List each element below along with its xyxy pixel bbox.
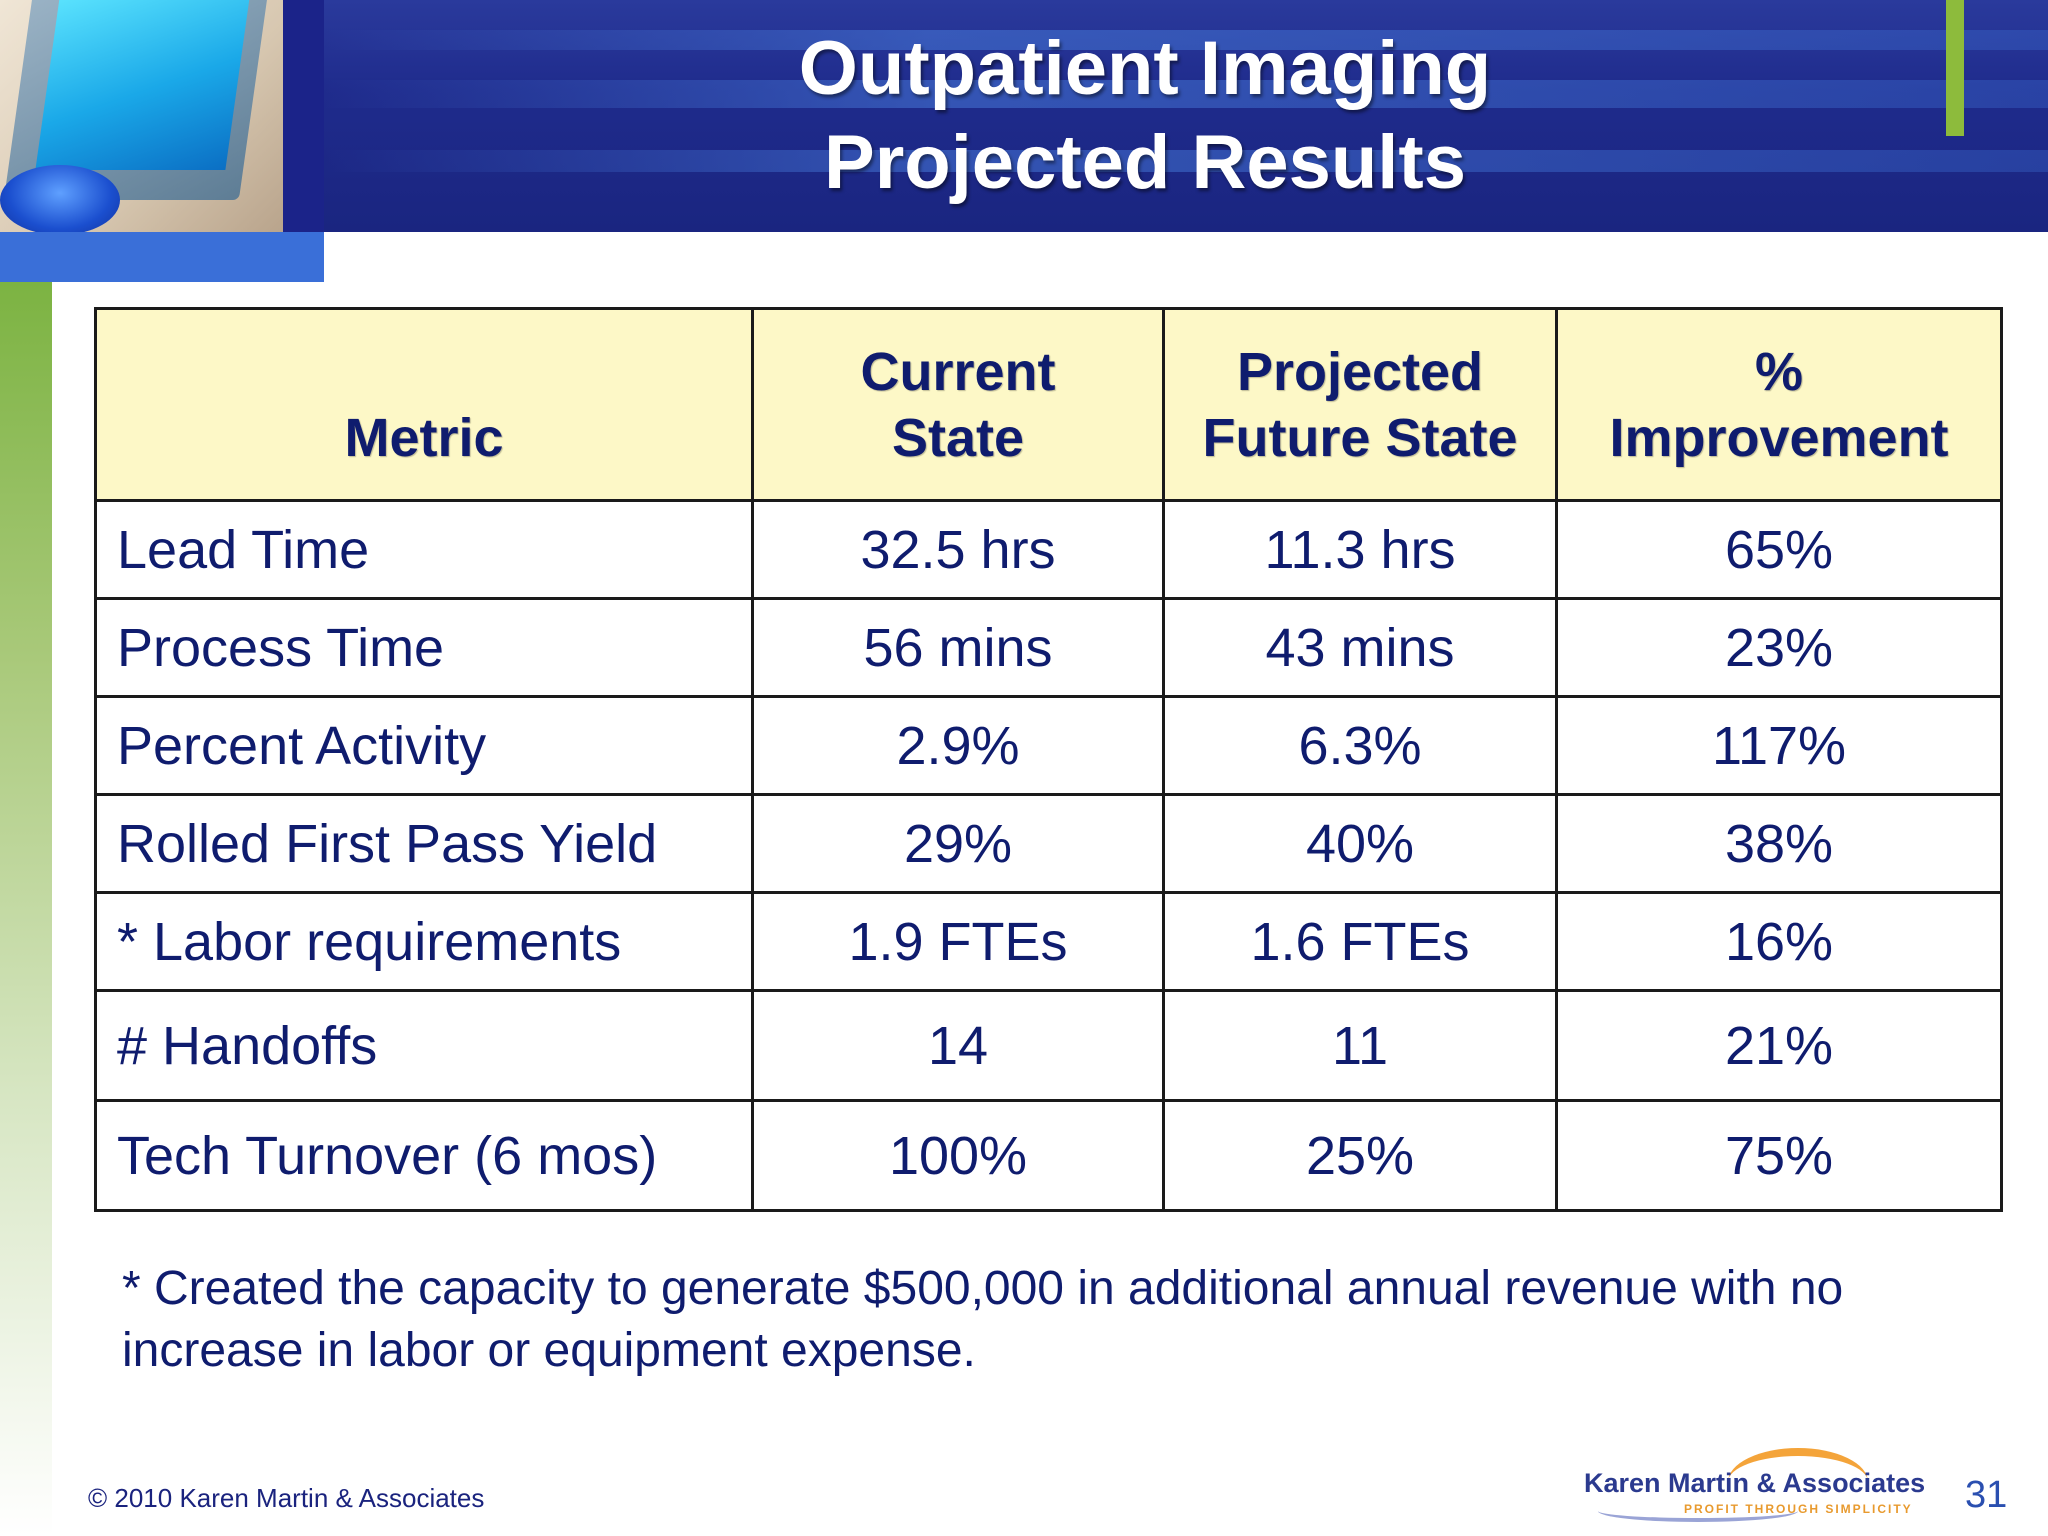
projected-cell: 40% <box>1162 793 1558 894</box>
projected-cell: 11.3 hrs <box>1162 499 1558 600</box>
copyright-notice: © 2010 Karen Martin & Associates <box>88 1483 485 1513</box>
table-row: Tech Turnover (6 mos) 100% 25% 75% <box>94 1099 2003 1212</box>
improvement-cell: 21% <box>1555 989 2003 1102</box>
current-cell: 56 mins <box>751 597 1165 698</box>
projected-cell: 11 <box>1162 989 1558 1102</box>
improvement-cell: 117% <box>1555 695 2003 796</box>
title-line-2: Projected Results <box>824 120 1466 205</box>
page-number: 31 <box>1965 1474 2008 1516</box>
logo-swoosh <box>1598 1500 1798 1522</box>
header-band <box>324 0 2048 232</box>
table-header-row: Metric Current State Projected Future Stat… <box>94 307 2003 502</box>
header-current-state: Current State <box>751 307 1165 502</box>
logo-name: Karen Martin & Associates <box>1584 1468 1926 1498</box>
results-table: Metric Current State Projected Future Stat… <box>94 307 2003 1212</box>
header-stripe <box>324 80 2048 108</box>
improvement-cell: 16% <box>1555 891 2003 992</box>
header-under-bar <box>0 232 324 282</box>
left-gradient-bar <box>0 282 52 1536</box>
monitor-image <box>0 0 283 232</box>
logo-tagline: PROFIT THROUGH SIMPLICITY <box>1684 1502 1913 1516</box>
logo-arc <box>1728 1448 1868 1516</box>
table-row: * Labor requirements 1.9 FTEs 1.6 FTEs 1… <box>94 891 2003 992</box>
company-logo: Karen Martin & Associates PROFIT THROUGH… <box>1578 1440 1925 1522</box>
monitor-base <box>0 165 120 232</box>
header-stripe <box>324 150 2048 172</box>
metric-cell: Lead Time <box>94 499 754 600</box>
table-row: Percent Activity 2.9% 6.3% 117% <box>94 695 2003 796</box>
table-row: Rolled First Pass Yield 29% 40% 38% <box>94 793 2003 894</box>
improvement-cell: 38% <box>1555 793 2003 894</box>
header-improvement: % Improvement <box>1555 307 2003 502</box>
header-stripe <box>324 30 2048 50</box>
accent-bar <box>1946 0 1964 136</box>
title-line-1: Outpatient Imaging <box>798 26 1492 111</box>
current-cell: 32.5 hrs <box>751 499 1165 600</box>
current-cell: 14 <box>751 989 1165 1102</box>
table-row: Process Time 56 mins 43 mins 23% <box>94 597 2003 698</box>
projected-cell: 25% <box>1162 1099 1558 1212</box>
slide-title: Outpatient Imaging Projected Results <box>520 22 1770 210</box>
header-left-bar <box>283 0 324 232</box>
improvement-cell: 65% <box>1555 499 2003 600</box>
metric-cell: Percent Activity <box>94 695 754 796</box>
header-projected-state: Projected Future State <box>1162 307 1558 502</box>
improvement-cell: 75% <box>1555 1099 2003 1212</box>
table-row: # Handoffs 14 11 21% <box>94 989 2003 1102</box>
table-row: Lead Time 32.5 hrs 11.3 hrs 65% <box>94 499 2003 600</box>
monitor-screen <box>35 0 251 170</box>
current-cell: 100% <box>751 1099 1165 1212</box>
footnote: * Created the capacity to generate $500,… <box>122 1262 1844 1377</box>
metric-cell: Process Time <box>94 597 754 698</box>
header-metric: Metric <box>94 307 754 502</box>
improvement-cell: 23% <box>1555 597 2003 698</box>
projected-cell: 1.6 FTEs <box>1162 891 1558 992</box>
metric-cell: # Handoffs <box>94 989 754 1102</box>
current-cell: 29% <box>751 793 1165 894</box>
metric-cell: Tech Turnover (6 mos) <box>94 1099 754 1212</box>
metric-cell: * Labor requirements <box>94 891 754 992</box>
current-cell: 2.9% <box>751 695 1165 796</box>
metric-cell: Rolled First Pass Yield <box>94 793 754 894</box>
projected-cell: 6.3% <box>1162 695 1558 796</box>
current-cell: 1.9 FTEs <box>751 891 1165 992</box>
projected-cell: 43 mins <box>1162 597 1558 698</box>
